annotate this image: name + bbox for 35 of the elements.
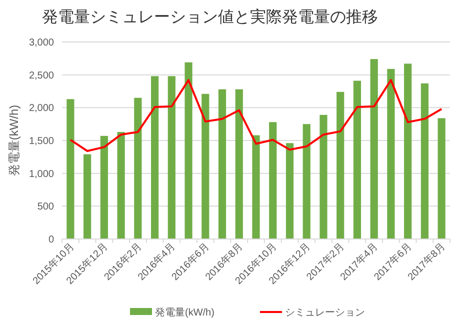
bar: [420, 83, 428, 239]
bar: [84, 154, 92, 239]
bar: [438, 118, 446, 239]
bar: [353, 80, 362, 239]
bar: [404, 64, 412, 239]
y-tick-label: 500: [37, 202, 54, 213]
legend-label: シミュレーション: [285, 308, 365, 318]
bar: [286, 143, 294, 239]
y-tick-label: 2,500: [28, 70, 54, 82]
bar: [66, 99, 74, 239]
bar: [100, 136, 108, 239]
y-tick-label: 2,000: [28, 103, 54, 114]
y-tick-label: 1,000: [28, 168, 54, 180]
y-axis-title: 発電量(kW/h): [7, 104, 21, 176]
bar: [184, 62, 192, 239]
y-tick-label: 1,500: [28, 136, 54, 147]
bar: [370, 59, 378, 239]
bar: [387, 68, 395, 239]
y-tick-label: 3,000: [28, 38, 54, 48]
line-series: [69, 79, 443, 152]
legend-label: 発電量(kW/h): [155, 308, 214, 318]
bar: [252, 135, 260, 239]
bar: [302, 124, 310, 239]
bar: [134, 98, 142, 239]
bar: [150, 76, 159, 239]
chart-title: 発電量シミュレーション値と実際発電量の推移: [42, 8, 378, 26]
bar: [320, 114, 328, 239]
bar: [202, 94, 210, 239]
bar: [218, 89, 226, 239]
y-tick-label: 0: [48, 234, 54, 246]
bar: [336, 92, 344, 239]
bar: [269, 122, 277, 239]
bar: [117, 132, 125, 239]
bar: [235, 89, 243, 239]
bar: [168, 76, 176, 239]
